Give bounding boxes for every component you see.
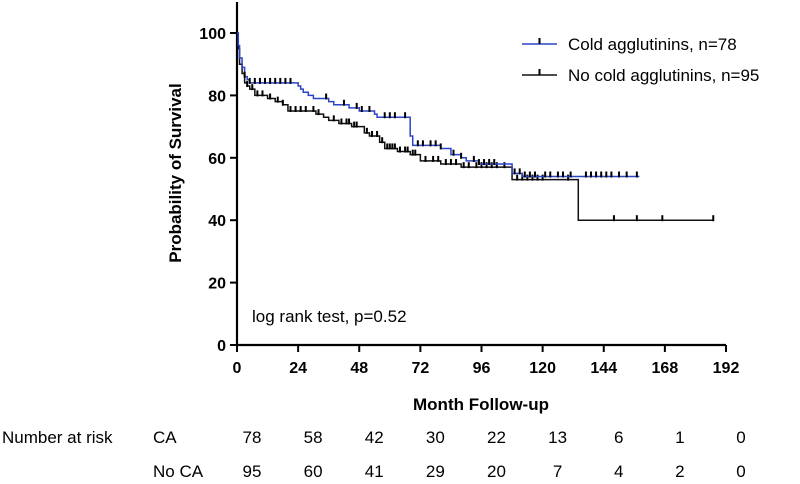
- risk-value: 4: [614, 462, 623, 481]
- risk-value: 95: [243, 462, 262, 481]
- risk-value: 0: [736, 462, 745, 481]
- x-tick-label-120: 120: [529, 360, 556, 377]
- y-tick-label-20: 20: [208, 276, 226, 293]
- risk-value: 2: [675, 462, 684, 481]
- x-tick-label-24: 24: [289, 360, 307, 377]
- x-tick-label-0: 0: [233, 360, 242, 377]
- risk-value: 6: [614, 428, 623, 447]
- x-ticks: 0 24 48 72 96 120 144 168 192: [233, 345, 740, 377]
- risk-value: 7: [553, 462, 562, 481]
- legend-item-1: No cold agglutinins, n=95: [522, 66, 759, 85]
- risk-row-label-0: CA: [153, 428, 177, 447]
- legend-label-0: Cold agglutinins, n=78: [568, 35, 737, 54]
- risk-value: 30: [426, 428, 445, 447]
- risk-value: 20: [487, 462, 506, 481]
- x-tick-label-48: 48: [350, 360, 368, 377]
- legend: Cold agglutinins, n=78 No cold agglutinin…: [522, 35, 759, 85]
- y-tick-label-100: 100: [199, 26, 226, 43]
- risk-table: Number at risk CA 78 58 42 30 22 13 6 1 0No CA 95 6…: [2, 428, 746, 481]
- risk-value: 41: [365, 462, 384, 481]
- risk-value: 1: [675, 428, 684, 447]
- survival-curve-0: [237, 32, 640, 178]
- risk-value: 58: [304, 428, 323, 447]
- y-ticks: 0 20 40 60 80 100: [199, 26, 237, 355]
- risk-value: 13: [548, 428, 567, 447]
- series-cold-agglutinins: [237, 32, 640, 178]
- y-tick-label-60: 60: [208, 151, 226, 168]
- legend-label-1: No cold agglutinins, n=95: [568, 66, 759, 85]
- legend-item-0: Cold agglutinins, n=78: [522, 35, 737, 54]
- x-tick-label-192: 192: [713, 360, 740, 377]
- risk-value: 0: [736, 428, 745, 447]
- y-tick-label-80: 80: [208, 88, 226, 105]
- x-tick-label-168: 168: [652, 360, 679, 377]
- risk-row-label-1: No CA: [153, 462, 204, 481]
- x-axis-title: Month Follow-up: [413, 395, 549, 414]
- log-rank-annotation: log rank test, p=0.52: [252, 307, 407, 326]
- risk-value: 78: [243, 428, 262, 447]
- series-layer: [237, 32, 715, 222]
- risk-table-title: Number at risk: [2, 428, 113, 447]
- series-no-cold-agglutinins: [237, 32, 715, 222]
- x-tick-label-144: 144: [590, 360, 617, 377]
- y-tick-label-0: 0: [217, 338, 226, 355]
- survival-curve-1: [237, 32, 714, 221]
- x-tick-label-72: 72: [411, 360, 429, 377]
- x-tick-label-96: 96: [473, 360, 491, 377]
- risk-value: 29: [426, 462, 445, 481]
- y-tick-label-40: 40: [208, 213, 226, 230]
- risk-value: 42: [365, 428, 384, 447]
- axes: 0 20 40 60 80 100 0 24 48 72 96 120 144 168 192 Proba…: [166, 2, 739, 414]
- risk-value: 60: [304, 462, 323, 481]
- y-axis-title: Probability of Survival: [166, 83, 185, 263]
- risk-value: 22: [487, 428, 506, 447]
